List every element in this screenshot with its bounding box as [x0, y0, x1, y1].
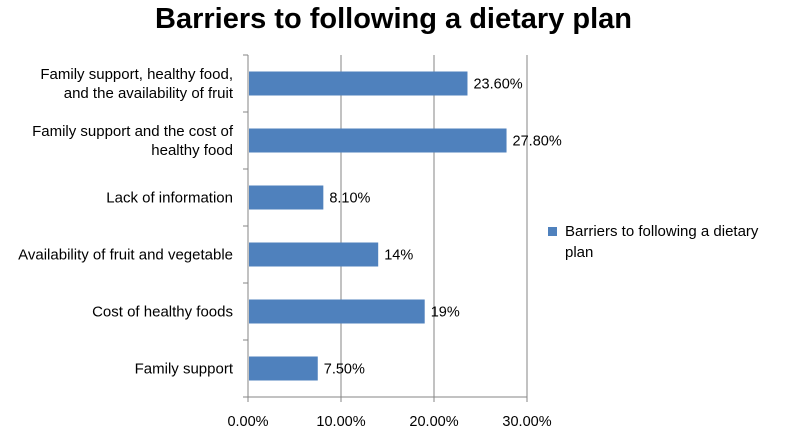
category-label: Cost of healthy foods: [92, 304, 233, 321]
bar: [249, 71, 468, 96]
data-label: 14%: [384, 248, 413, 264]
chart-title: Barriers to following a dietary plan: [155, 3, 632, 35]
bar: [249, 128, 507, 153]
category-label: Availability of fruit and vegetable: [18, 247, 233, 264]
category-label: Family support and the cost of: [32, 123, 234, 140]
x-tick-label: 30.00%: [502, 414, 551, 430]
x-tick-label: 0.00%: [227, 414, 268, 430]
data-label: 19%: [431, 305, 460, 321]
x-tick-label: 20.00%: [409, 414, 458, 430]
category-label: and the availability of fruit: [64, 85, 234, 102]
category-label: healthy food: [151, 142, 233, 159]
category-label: Family support, healthy food,: [40, 66, 233, 83]
category-label: Lack of information: [106, 190, 233, 207]
legend-label: Barriers to following a dietary: [565, 223, 759, 240]
category-label: Family support: [135, 361, 234, 378]
bar: [249, 185, 324, 210]
data-label: 27.80%: [513, 134, 562, 150]
data-label: 8.10%: [329, 191, 370, 207]
legend-label: plan: [565, 244, 593, 261]
bar: [249, 242, 379, 267]
bar: [249, 356, 318, 381]
x-tick-label: 10.00%: [316, 414, 365, 430]
bar: [249, 299, 425, 324]
data-label: 23.60%: [473, 77, 522, 93]
legend-swatch: [548, 227, 557, 236]
data-label: 7.50%: [324, 362, 365, 378]
